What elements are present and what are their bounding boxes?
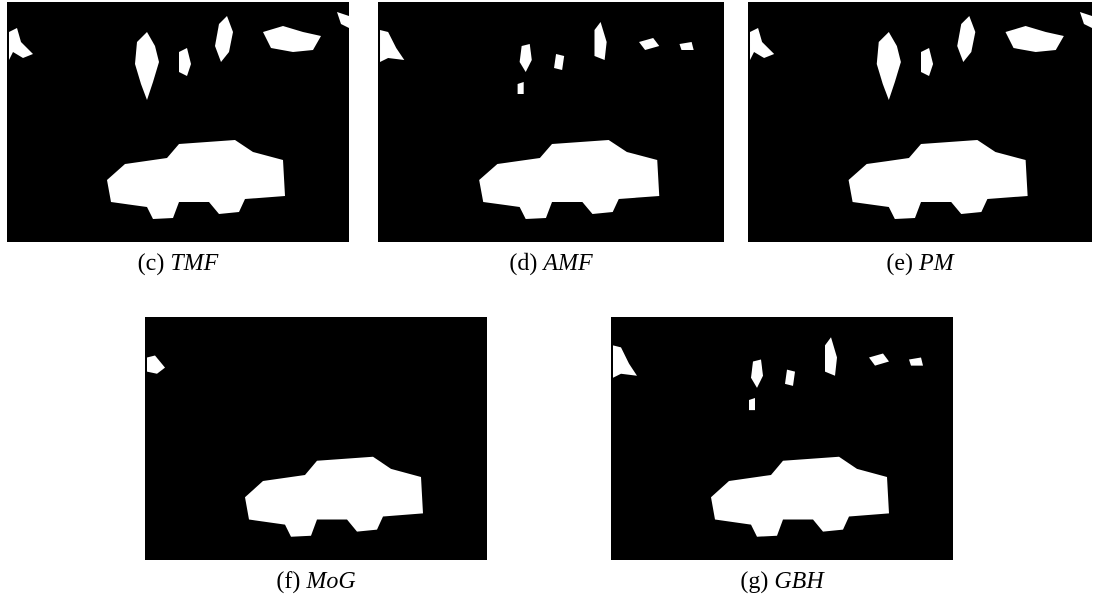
caption: (g) GBH bbox=[611, 568, 953, 595]
result-image bbox=[7, 2, 349, 242]
caption: (e) PM bbox=[748, 250, 1092, 277]
caption-label: (e) bbox=[886, 250, 913, 276]
caption-method: PM bbox=[919, 250, 954, 276]
figure: (c) TMF (d) AMF (e) PM (f) MoG (g) GBH bbox=[0, 0, 1096, 603]
result-image bbox=[748, 2, 1092, 242]
caption-label: (c) bbox=[138, 250, 165, 276]
result-image bbox=[145, 317, 487, 560]
caption-label: (f) bbox=[276, 568, 300, 594]
mask bbox=[145, 317, 487, 560]
caption: (f) MoG bbox=[145, 568, 487, 595]
caption-label: (g) bbox=[740, 568, 768, 594]
mask bbox=[378, 2, 724, 242]
result-image bbox=[611, 317, 953, 560]
caption-method: TMF bbox=[170, 250, 218, 276]
caption: (c) TMF bbox=[7, 250, 349, 277]
caption-method: AMF bbox=[543, 250, 592, 276]
caption: (d) AMF bbox=[378, 250, 724, 277]
mask bbox=[748, 2, 1092, 242]
result-image bbox=[378, 2, 724, 242]
mask bbox=[611, 317, 953, 560]
caption-method: GBH bbox=[774, 568, 823, 594]
caption-method: MoG bbox=[306, 568, 355, 594]
caption-label: (d) bbox=[509, 250, 537, 276]
mask bbox=[7, 2, 349, 242]
